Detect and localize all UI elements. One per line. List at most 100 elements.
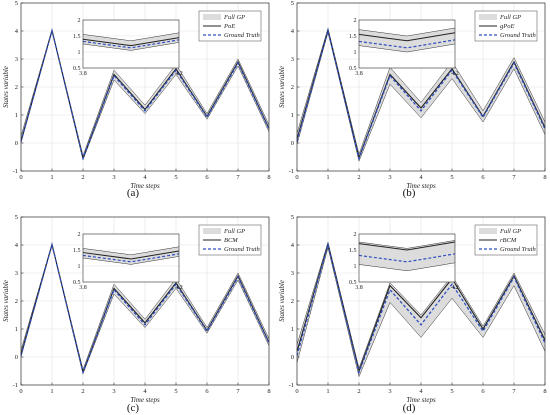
x-tick-label: 7 [512,174,516,181]
x-tick-label: 6 [205,388,209,395]
inset-method-line [358,241,456,251]
ground-truth-line [20,242,270,375]
inset-method-line [82,250,180,260]
x-tick-label: 1 [50,174,53,181]
legend-swatch-band [479,228,497,234]
inset-ground-truth-line [82,253,180,263]
inset-y-tick-label: 1 [78,264,81,270]
inset-full-gp-band [359,28,455,52]
inset-x-tick-label: 4.2 [451,71,459,77]
x-tick-label: 6 [205,174,209,181]
x-tick-label: 1 [326,174,329,181]
inset-y-tick-label: 0.5 [73,280,81,286]
inset-x-tick-label: 4.2 [175,285,183,291]
inset-y-tick-label: 0.5 [349,66,357,72]
x-tick-label: 3 [388,388,391,395]
y-tick-label: 4 [15,28,19,35]
panel-caption: (d) [403,402,416,414]
legend-swatch-band [203,14,221,20]
legend: Full GP BCM Ground Truth [198,224,262,256]
x-tick-label: 0 [19,388,22,395]
inset-y-tick-label: 2 [354,18,357,24]
inset-band-upper-edge [82,246,180,256]
y-tick-label: 5 [291,0,294,7]
x-tick-label: 0 [19,174,22,181]
inset-y-tick-label: 0.5 [349,280,357,286]
x-tick-label: 2 [357,174,360,181]
inset-band-lower-edge [358,43,456,53]
inset-band-upper-edge [358,27,456,37]
y-axis-label: States variable [278,280,286,322]
x-tick-label: 5 [450,174,453,181]
full-gp-band-lower-edge [296,247,546,378]
ground-truth-line [296,242,546,375]
y-axis-label: States variable [2,280,10,322]
y-tick-label: 4 [291,28,295,35]
y-tick-label: -1 [13,168,18,175]
inset-x-tick-label: 4.2 [175,71,183,77]
y-tick-label: -1 [13,382,18,389]
inset-zoom: 0.5 1 1.5 2 3.8 4.2 [349,18,459,77]
x-tick-label: 8 [543,174,546,181]
legend: Full GP rBCM Ground Truth [474,224,538,256]
legend-entry-label: Ground Truth [224,32,260,39]
x-tick-label: 3 [112,388,115,395]
inset-band-upper-edge [358,240,456,249]
x-tick-label: 7 [236,388,240,395]
x-tick-label: 5 [174,388,177,395]
ground-truth-line [296,28,546,161]
x-tick-label: 6 [481,388,485,395]
inset-frame [358,19,456,69]
x-tick-label: 6 [481,174,485,181]
inset-ground-truth-line [82,39,180,49]
x-tick-label: 5 [174,174,177,181]
inset-method-line [358,32,456,42]
legend-swatch-band [479,14,497,20]
inset-frame [82,233,180,283]
y-axis-label: States variable [278,66,286,108]
inset-y-tick-label: 1.5 [73,34,81,40]
inset-band-lower-edge [358,262,456,272]
legend-entry-label: Full GP [223,228,245,235]
inset-x-tick-label: 3.8 [355,285,363,291]
x-tick-label: 4 [143,174,147,181]
y-tick-label: 0 [15,354,18,361]
x-tick-label: 8 [267,388,270,395]
x-tick-label: 8 [267,174,270,181]
inset-zoom: 0.5 1 1.5 2 3.8 4.2 [349,232,459,291]
inset-full-gp-band [83,246,179,265]
inset-full-gp-band [83,32,179,51]
y-axis-label: States variable [2,66,10,108]
y-tick-label: 2 [15,84,18,91]
inset-y-tick-label: 1 [78,50,81,56]
x-tick-label: 2 [357,388,360,395]
x-tick-label: 4 [419,174,423,181]
inset-frame [358,233,456,283]
y-tick-label: 5 [15,0,18,7]
inset-band-lower-edge [82,42,180,51]
inset-x-tick-label: 3.8 [355,71,363,77]
inset-y-tick-label: 1.5 [73,248,81,254]
inset-band-lower-edge [82,256,180,265]
legend-entry-label: Ground Truth [500,246,536,253]
inset-y-tick-label: 1 [354,50,357,56]
inset-zoom: 0.5 1 1.5 2 3.8 4.2 [73,18,183,77]
legend-entry-label: Full GP [499,228,521,235]
y-tick-label: 3 [15,56,18,63]
x-tick-label: 4 [419,388,423,395]
x-tick-label: 1 [50,388,53,395]
inset-y-tick-label: 1.5 [349,34,357,40]
x-tick-label: 1 [326,388,329,395]
panel-caption: (a) [127,187,140,199]
x-axis-label: Time steps [130,396,160,404]
y-tick-label: 0 [15,140,18,147]
legend-entry-label: BCM [224,237,238,244]
inset-y-tick-label: 0.5 [73,66,81,72]
x-tick-label: 5 [450,388,453,395]
inset-y-tick-label: 2 [78,18,81,24]
y-tick-label: 2 [291,298,294,305]
legend-entry-label: PoE [223,23,235,30]
x-tick-label: 8 [543,388,546,395]
